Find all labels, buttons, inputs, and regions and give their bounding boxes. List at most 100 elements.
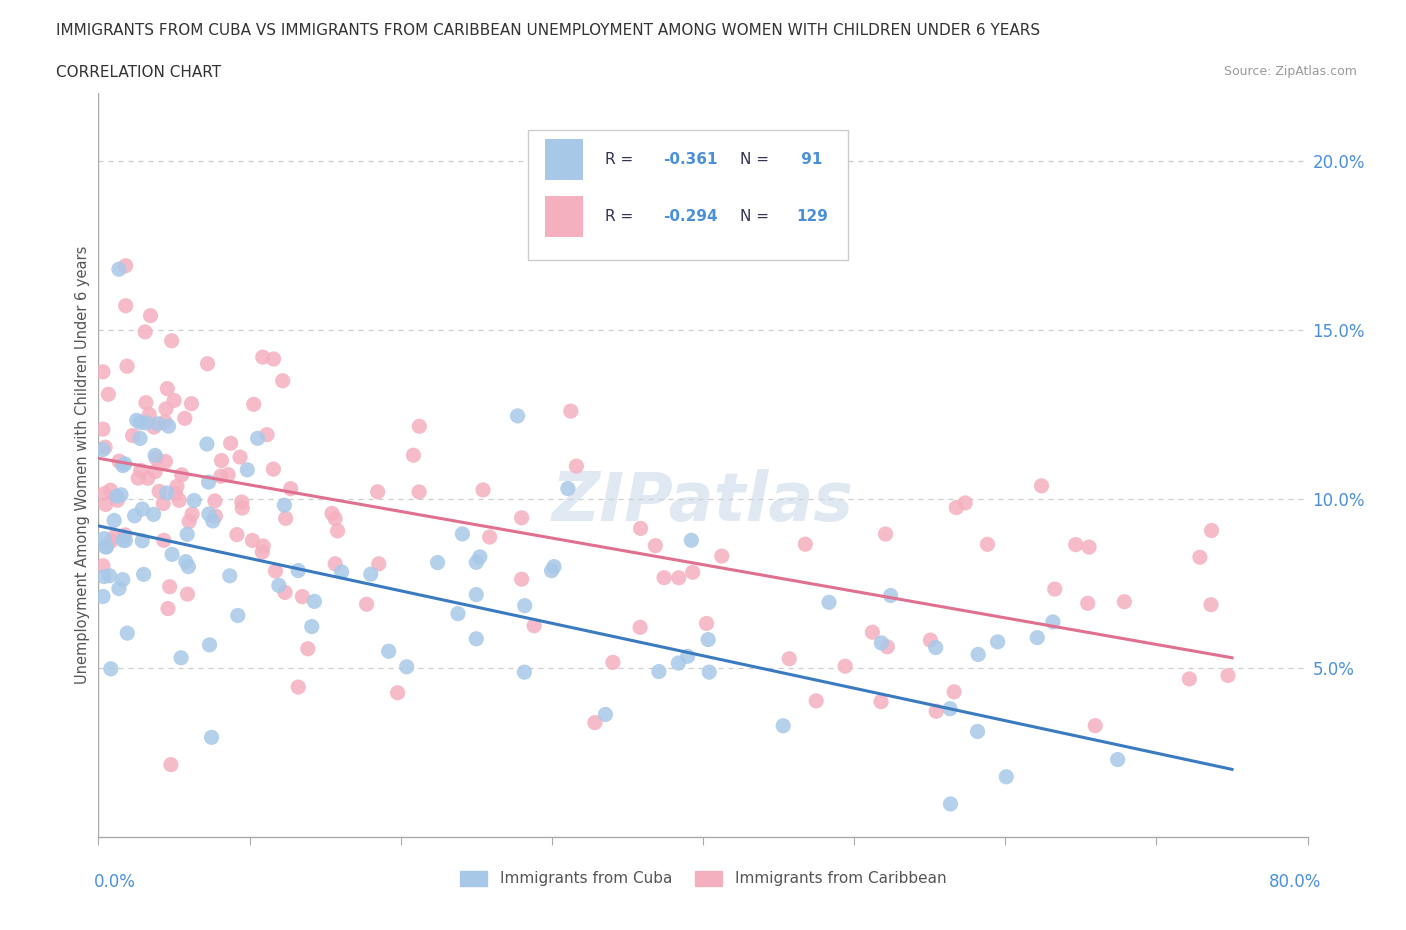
Point bbox=[668, 570, 690, 585]
Point bbox=[465, 631, 488, 646]
Point bbox=[174, 554, 197, 569]
Point bbox=[1043, 581, 1066, 596]
Point bbox=[160, 757, 183, 772]
Point bbox=[226, 527, 249, 542]
Point bbox=[682, 565, 704, 579]
Point bbox=[127, 471, 149, 485]
Point bbox=[242, 397, 264, 412]
Point bbox=[91, 558, 114, 573]
Point bbox=[696, 616, 718, 631]
Point bbox=[231, 495, 253, 510]
Point bbox=[156, 601, 179, 616]
Text: 0.0%: 0.0% bbox=[94, 872, 136, 891]
Point bbox=[152, 496, 174, 511]
Point bbox=[321, 506, 343, 521]
Point bbox=[100, 534, 122, 549]
Point bbox=[920, 632, 942, 647]
Text: 80.0%: 80.0% bbox=[1270, 872, 1322, 891]
Point bbox=[710, 549, 733, 564]
Point bbox=[108, 261, 131, 276]
Point bbox=[105, 489, 128, 504]
Point bbox=[139, 308, 162, 323]
Point bbox=[510, 572, 533, 587]
Point bbox=[1084, 718, 1107, 733]
Legend: Immigrants from Cuba, Immigrants from Caribbean: Immigrants from Cuba, Immigrants from Ca… bbox=[454, 864, 952, 893]
Point bbox=[183, 493, 205, 508]
Point bbox=[1188, 550, 1211, 565]
Point bbox=[395, 659, 418, 674]
Point bbox=[229, 450, 252, 465]
Point bbox=[1078, 539, 1101, 554]
Point bbox=[226, 608, 249, 623]
Point bbox=[176, 527, 198, 542]
Point bbox=[155, 402, 177, 417]
Point bbox=[124, 509, 146, 524]
Point bbox=[287, 680, 309, 695]
Point bbox=[108, 454, 131, 469]
Point bbox=[156, 381, 179, 396]
Point bbox=[219, 436, 242, 451]
Text: IMMIGRANTS FROM CUBA VS IMMIGRANTS FROM CARIBBEAN UNEMPLOYMENT AMONG WOMEN WITH : IMMIGRANTS FROM CUBA VS IMMIGRANTS FROM … bbox=[56, 23, 1040, 38]
Point bbox=[1042, 615, 1064, 630]
Point bbox=[103, 529, 125, 544]
Point bbox=[360, 566, 382, 581]
Point bbox=[326, 524, 349, 538]
Point bbox=[794, 537, 817, 551]
Point bbox=[132, 567, 155, 582]
Text: ZIPatlas: ZIPatlas bbox=[553, 470, 853, 535]
Point bbox=[117, 626, 139, 641]
Point bbox=[94, 497, 117, 512]
Point bbox=[135, 395, 157, 410]
Point bbox=[252, 538, 274, 553]
Point bbox=[273, 498, 295, 512]
Point bbox=[246, 431, 269, 445]
Point bbox=[1199, 597, 1222, 612]
Point bbox=[681, 533, 703, 548]
Point bbox=[262, 461, 284, 476]
Point bbox=[91, 442, 114, 457]
Point bbox=[142, 507, 165, 522]
Point bbox=[204, 494, 226, 509]
Y-axis label: Unemployment Among Women with Children Under 6 years: Unemployment Among Women with Children U… bbox=[75, 246, 90, 684]
Point bbox=[875, 526, 897, 541]
Point bbox=[136, 471, 159, 485]
Point bbox=[125, 413, 148, 428]
Point bbox=[94, 539, 117, 554]
Point bbox=[976, 537, 998, 551]
Bar bbox=[527, 130, 848, 260]
Point bbox=[98, 568, 121, 583]
Point bbox=[274, 585, 297, 600]
Point bbox=[330, 565, 353, 579]
Point bbox=[267, 578, 290, 593]
Point bbox=[114, 259, 136, 273]
Point bbox=[100, 483, 122, 498]
Point bbox=[170, 468, 193, 483]
Point bbox=[94, 440, 117, 455]
Point bbox=[160, 547, 183, 562]
Point bbox=[652, 570, 675, 585]
Point bbox=[198, 637, 221, 652]
Text: N =: N = bbox=[741, 209, 775, 224]
Point bbox=[103, 513, 125, 528]
Point bbox=[595, 707, 617, 722]
Text: 91: 91 bbox=[796, 152, 823, 166]
Point bbox=[97, 387, 120, 402]
Point bbox=[995, 769, 1018, 784]
Point bbox=[159, 579, 181, 594]
Point bbox=[176, 587, 198, 602]
Point bbox=[772, 718, 794, 733]
Text: 129: 129 bbox=[796, 209, 828, 224]
Point bbox=[602, 655, 624, 670]
Point bbox=[967, 647, 990, 662]
Point bbox=[697, 665, 720, 680]
Point bbox=[177, 559, 200, 574]
Point bbox=[93, 486, 115, 501]
Point bbox=[252, 350, 274, 365]
Point bbox=[945, 500, 967, 515]
Point bbox=[165, 485, 187, 500]
Point bbox=[447, 606, 470, 621]
Point bbox=[879, 588, 901, 603]
Point bbox=[513, 598, 536, 613]
Point bbox=[170, 650, 193, 665]
Point bbox=[367, 485, 389, 499]
